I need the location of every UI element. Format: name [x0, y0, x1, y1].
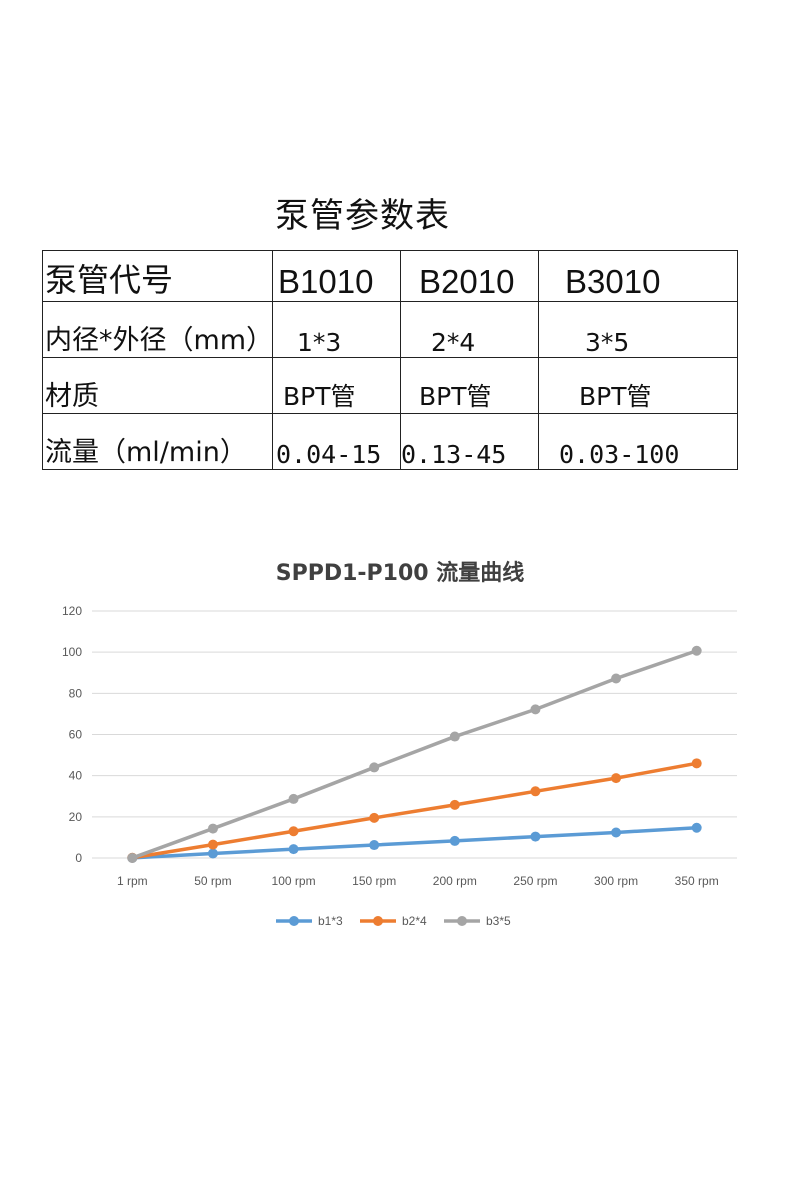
- data-point: [530, 831, 541, 842]
- flow-rate-cell: 0.04-15: [272, 413, 401, 470]
- table-row: 泵管代号 B1010 B2010 B3010: [42, 250, 738, 302]
- legend-swatch-marker: [373, 916, 383, 926]
- legend-label: b1*3: [318, 914, 343, 928]
- data-point: [449, 731, 460, 742]
- table-row: 内径*外径（mm） 1*3 2*4 3*5: [42, 301, 738, 358]
- flow-rate-cell: 0.13-45: [400, 413, 539, 470]
- table-row: 流量（ml/min） 0.04-15 0.13-45 0.03-100: [42, 413, 738, 470]
- diameter-cell: 3*5: [538, 301, 738, 358]
- y-tick-label: 100: [62, 645, 82, 659]
- data-point: [611, 773, 622, 784]
- table-title: 泵管参数表: [275, 196, 450, 236]
- row-label: 泵管代号: [42, 250, 273, 302]
- data-point: [288, 793, 299, 804]
- diameter-cell: 2*4: [400, 301, 539, 358]
- legend-label: b2*4: [402, 914, 427, 928]
- table-row: 材质 BPT管 BPT管 BPT管: [42, 357, 738, 414]
- data-point: [691, 822, 702, 833]
- y-tick-label: 20: [69, 810, 83, 824]
- y-tick-label: 0: [75, 851, 82, 865]
- data-point: [449, 835, 460, 846]
- data-point: [611, 673, 622, 684]
- data-point: [207, 823, 218, 834]
- diameter-cell: 1*3: [272, 301, 401, 358]
- y-tick-label: 40: [69, 769, 83, 783]
- x-tick-label: 300 rpm: [594, 874, 638, 888]
- data-point: [369, 812, 380, 823]
- material-cell: BPT管: [538, 357, 738, 414]
- x-tick-label: 350 rpm: [675, 874, 719, 888]
- flow-rate-cell: 0.03-100: [538, 413, 738, 470]
- y-tick-label: 60: [69, 728, 83, 742]
- data-point: [369, 762, 380, 773]
- row-label: 内径*外径（mm）: [42, 301, 273, 358]
- tube-code-cell: B1010: [272, 250, 401, 302]
- data-point: [691, 758, 702, 769]
- series-line-b3*5: [131, 649, 698, 860]
- legend-swatch-marker: [289, 916, 299, 926]
- y-tick-label: 80: [69, 686, 83, 700]
- legend-swatch-marker: [457, 916, 467, 926]
- row-label: 材质: [42, 357, 273, 414]
- material-cell: BPT管: [272, 357, 401, 414]
- data-point: [691, 645, 702, 656]
- legend-label: b3*5: [486, 914, 511, 928]
- data-point: [611, 827, 622, 838]
- data-point: [288, 844, 299, 855]
- data-point: [530, 704, 541, 715]
- x-tick-label: 200 rpm: [433, 874, 477, 888]
- data-point: [288, 826, 299, 837]
- y-tick-label: 120: [62, 604, 82, 618]
- tube-code-cell: B3010: [538, 250, 738, 302]
- flow-curve-chart: SPPD1-P100 流量曲线 0 20 40 60 80 100 120 1 rpm 50 r…: [40, 545, 760, 945]
- pump-tube-parameter-table: 泵管代号 B1010 B2010 B3010 内径*外径（mm） 1*3 2*4…: [42, 250, 738, 470]
- data-point: [449, 799, 460, 810]
- row-label: 流量（ml/min）: [42, 413, 273, 470]
- chart-canvas: 0 20 40 60 80 100 120 1 rpm 50 rpm 100 rpm 150 rpm…: [62, 604, 737, 928]
- x-tick-label: 50 rpm: [194, 874, 231, 888]
- tube-code-cell: B2010: [400, 250, 539, 302]
- series-line-b2*4: [132, 761, 698, 860]
- x-tick-label: 250 rpm: [513, 874, 557, 888]
- data-point: [207, 848, 218, 859]
- x-tick-label: 100 rpm: [272, 874, 316, 888]
- data-point: [530, 786, 541, 797]
- x-tick-label: 1 rpm: [117, 874, 148, 888]
- series-line-b1*3: [132, 825, 697, 860]
- x-tick-label: 150 rpm: [352, 874, 396, 888]
- material-cell: BPT管: [400, 357, 539, 414]
- data-point: [207, 839, 218, 850]
- data-point: [127, 852, 138, 863]
- chart-title: SPPD1-P100 流量曲线: [275, 561, 525, 586]
- data-point: [369, 840, 380, 851]
